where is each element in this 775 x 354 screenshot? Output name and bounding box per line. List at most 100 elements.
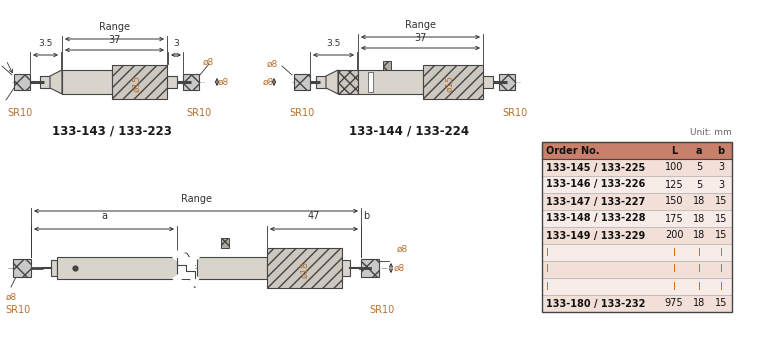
Text: ø8: ø8 [397, 245, 408, 254]
Bar [384, 61, 391, 70]
Text: ø15: ø15 [446, 75, 454, 92]
Text: ø8: ø8 [203, 57, 214, 67]
Text: b: b [363, 211, 369, 221]
Bar [13, 259, 31, 277]
Bar [542, 193, 732, 210]
Bar [197, 257, 267, 279]
Text: 18: 18 [693, 196, 705, 206]
Text: ø18: ø18 [300, 262, 309, 279]
Text: I: I [673, 281, 676, 291]
Bar [62, 70, 112, 94]
Bar [338, 70, 358, 94]
Bar [294, 74, 310, 90]
Text: 3.5: 3.5 [38, 39, 53, 48]
Text: Range: Range [405, 20, 436, 30]
Polygon shape [50, 70, 62, 94]
Bar [542, 227, 732, 244]
Bar [177, 257, 195, 279]
Text: Order No.: Order No. [546, 145, 600, 155]
Text: 15: 15 [715, 230, 727, 240]
Text: 133-148 / 133-228: 133-148 / 133-228 [546, 213, 646, 223]
Bar [542, 295, 732, 312]
Text: b: b [718, 145, 725, 155]
Text: I: I [673, 264, 676, 274]
Text: 133-146 / 133-226: 133-146 / 133-226 [546, 179, 646, 189]
Text: 15: 15 [715, 213, 727, 223]
Bar [542, 278, 732, 295]
Text: a: a [101, 211, 107, 221]
Bar [14, 74, 30, 90]
Text: 100: 100 [665, 162, 684, 172]
Text: SR10: SR10 [8, 108, 33, 118]
Text: 125: 125 [665, 179, 684, 189]
Bar [542, 142, 732, 312]
Text: I: I [698, 247, 701, 257]
Text: I: I [546, 281, 549, 291]
Text: 37: 37 [415, 33, 427, 43]
Text: L: L [671, 145, 677, 155]
Text: 133-147 / 133-227: 133-147 / 133-227 [546, 196, 646, 206]
Text: 37: 37 [109, 35, 121, 45]
Bar [221, 238, 229, 248]
Text: ø8: ø8 [267, 59, 278, 69]
Bar [267, 248, 342, 288]
Bar [316, 76, 326, 88]
Text: 133-144 / 133-224: 133-144 / 133-224 [350, 124, 470, 137]
Text: 18: 18 [693, 298, 705, 308]
Bar [51, 260, 57, 276]
Text: Range: Range [181, 194, 212, 204]
Text: 3: 3 [718, 162, 724, 172]
Bar [483, 76, 493, 88]
Text: I: I [719, 281, 722, 291]
Text: 47: 47 [308, 211, 320, 221]
Bar [542, 176, 732, 193]
Text: 5: 5 [696, 179, 702, 189]
Text: 175: 175 [665, 213, 684, 223]
Text: Range: Range [99, 22, 130, 32]
Text: SR10: SR10 [186, 108, 212, 118]
Bar [361, 259, 379, 277]
Bar [57, 257, 177, 279]
Text: 5: 5 [696, 162, 702, 172]
Text: 3: 3 [718, 179, 724, 189]
Text: I: I [719, 247, 722, 257]
Text: Unit: mm: Unit: mm [691, 128, 732, 137]
Bar [499, 74, 515, 90]
Text: 18: 18 [693, 230, 705, 240]
Polygon shape [326, 70, 338, 94]
Bar [542, 261, 732, 278]
Text: SR10: SR10 [502, 108, 528, 118]
Bar [542, 210, 732, 227]
Bar [167, 76, 177, 88]
Text: 150: 150 [665, 196, 684, 206]
Text: 133-145 / 133-225: 133-145 / 133-225 [546, 162, 646, 172]
Text: 15: 15 [715, 298, 727, 308]
Bar [542, 142, 732, 159]
Text: I: I [673, 247, 676, 257]
Bar [183, 74, 199, 90]
Text: 3: 3 [173, 39, 179, 48]
Text: 15: 15 [715, 196, 727, 206]
Text: 200: 200 [665, 230, 684, 240]
Bar [423, 65, 483, 99]
Text: ø8: ø8 [394, 263, 405, 273]
Bar [542, 244, 732, 261]
Text: I: I [546, 264, 549, 274]
Bar [368, 72, 373, 92]
Text: 18: 18 [693, 213, 705, 223]
Text: 975: 975 [665, 298, 684, 308]
Text: I: I [546, 247, 549, 257]
Text: SR10: SR10 [5, 305, 31, 315]
Text: I: I [698, 264, 701, 274]
Bar [112, 65, 167, 99]
Text: I: I [719, 264, 722, 274]
Text: ø8: ø8 [5, 293, 16, 302]
Text: ø15: ø15 [133, 75, 141, 92]
Text: ø8: ø8 [217, 78, 229, 86]
Text: a: a [696, 145, 702, 155]
Text: SR10: SR10 [370, 305, 394, 315]
Text: SR10: SR10 [289, 108, 315, 118]
Bar [342, 260, 350, 276]
Text: 133-143 / 133-223: 133-143 / 133-223 [52, 124, 171, 137]
Text: 133-149 / 133-229: 133-149 / 133-229 [546, 230, 646, 240]
